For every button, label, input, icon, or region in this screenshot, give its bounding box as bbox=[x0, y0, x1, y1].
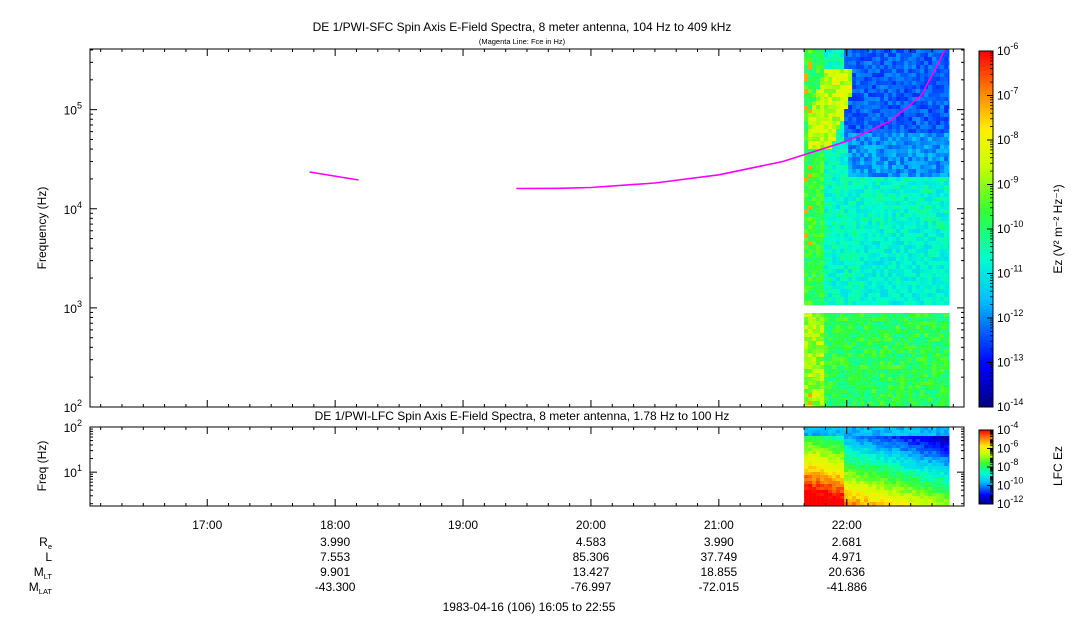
sfc-colorbar: 10-6 10-7 10-8 10-9 10-10 10-11 10-12 10-13 10-1… bbox=[978, 41, 1065, 414]
ephemeris-table: Re 3.990 4.583 3.990 2.681 L 7.553 85.306 37.749… bbox=[29, 535, 868, 596]
ephemeris-value: 85.306 bbox=[573, 550, 610, 564]
ephemeris-value: 3.990 bbox=[320, 535, 350, 549]
sfc-spectrogram-data bbox=[804, 49, 950, 407]
lfc-colorbar-tick-label: 10-10 bbox=[997, 476, 1023, 493]
ephemeris-value: 20.636 bbox=[828, 565, 865, 579]
top-chart-title: DE 1/PWI-SFC Spin Axis E-Field Spectra, … bbox=[313, 20, 732, 34]
ephemeris-value: 37.749 bbox=[701, 550, 738, 564]
lfc-spectrogram-data bbox=[804, 427, 950, 506]
sfc-colorbar-tick-label: 10-11 bbox=[997, 264, 1023, 281]
ephemeris-value: 9.901 bbox=[320, 565, 350, 579]
ephemeris-value: 7.553 bbox=[320, 550, 350, 564]
ephemeris-row-label: L bbox=[45, 550, 52, 564]
ephemeris-value: 3.990 bbox=[704, 535, 734, 549]
ephemeris-value: 4.971 bbox=[832, 550, 862, 564]
sfc-y-tick-label: 105 bbox=[64, 101, 82, 118]
sfc-colorbar-tick-label: 10-7 bbox=[997, 86, 1018, 103]
sfc-colorbar-tick-label: 10-10 bbox=[997, 219, 1023, 236]
sfc-y-tick-label: 102 bbox=[64, 398, 82, 415]
time-tick-label: 17:00 bbox=[192, 518, 222, 532]
time-tick-label: 20:00 bbox=[576, 518, 606, 532]
lfc-colorbar-tick-label: 10-8 bbox=[997, 457, 1018, 474]
lfc-y-axis-label: Freq (Hz) bbox=[35, 441, 49, 492]
ephemeris-value: 13.427 bbox=[573, 565, 610, 579]
sfc-data-gap bbox=[804, 305, 950, 313]
sfc-y-tick-label: 103 bbox=[64, 299, 82, 316]
time-axis-labels: 17:00 18:00 19:00 20:00 21:00 22:00 bbox=[192, 518, 862, 532]
sfc-y-axis-label: Frequency (Hz) bbox=[35, 187, 49, 270]
sfc-colorbar-tick-label: 10-9 bbox=[997, 175, 1018, 192]
lfc-colorbar-label: LFC Ez bbox=[1051, 446, 1065, 486]
sfc-colorbar-label: Ez (V² m⁻² Hz⁻¹) bbox=[1051, 184, 1065, 273]
sfc-colorbar-tick-label: 10-8 bbox=[997, 130, 1018, 147]
sfc-spectrogram-panel: 102 103 104 105 Frequency (Hz) bbox=[35, 48, 965, 415]
time-axis-ticks bbox=[100, 49, 954, 506]
sfc-y-tick-label: 104 bbox=[64, 200, 82, 217]
time-tick-label: 22:00 bbox=[832, 518, 862, 532]
top-chart-subtitle: (Magenta Line: Fce in Hz) bbox=[479, 37, 566, 46]
ephemeris-value: 2.681 bbox=[832, 535, 862, 549]
lfc-spectrogram-panel: 101 102 Freq (Hz) bbox=[35, 418, 965, 507]
sfc-colorbar-tick-label: 10-14 bbox=[997, 397, 1023, 414]
sfc-colorbar-tick-label: 10-6 bbox=[997, 41, 1018, 58]
ephemeris-value: -41.886 bbox=[826, 580, 867, 594]
fce-magenta-line bbox=[309, 49, 946, 190]
fce-line-segment-1 bbox=[309, 171, 359, 181]
sfc-colorbar-tick-label: 10-13 bbox=[997, 353, 1023, 370]
lfc-y-tick-label: 101 bbox=[64, 463, 82, 480]
ephemeris-value: -43.300 bbox=[315, 580, 356, 594]
time-tick-label: 19:00 bbox=[448, 518, 478, 532]
ephemeris-value: -76.997 bbox=[571, 580, 612, 594]
fce-line-segment-2 bbox=[516, 49, 946, 190]
time-tick-label: 18:00 bbox=[320, 518, 350, 532]
ephemeris-value: 18.855 bbox=[701, 565, 738, 579]
time-tick-label: 21:00 bbox=[704, 518, 734, 532]
bottom-chart-title: DE 1/PWI-LFC Spin Axis E-Field Spectra, … bbox=[315, 409, 730, 423]
sfc-colorbar-tick-label: 10-12 bbox=[997, 308, 1023, 325]
ephemeris-row-label: MLAT bbox=[29, 580, 53, 596]
ephemeris-row-label: Re bbox=[39, 535, 52, 551]
lfc-colorbar-tick-label: 10-6 bbox=[997, 439, 1018, 456]
lfc-colorbar-tick-label: 10-12 bbox=[997, 494, 1023, 511]
lfc-colorbar-tick-label: 10-4 bbox=[997, 420, 1018, 437]
lfc-y-tick-label: 102 bbox=[64, 418, 82, 435]
ephemeris-row-label: MLT bbox=[34, 565, 53, 581]
ephemeris-value: -72.015 bbox=[699, 580, 740, 594]
ephemeris-value: 4.583 bbox=[576, 535, 606, 549]
time-range-footer: 1983-04-16 (106) 16:05 to 22:55 bbox=[443, 600, 616, 614]
